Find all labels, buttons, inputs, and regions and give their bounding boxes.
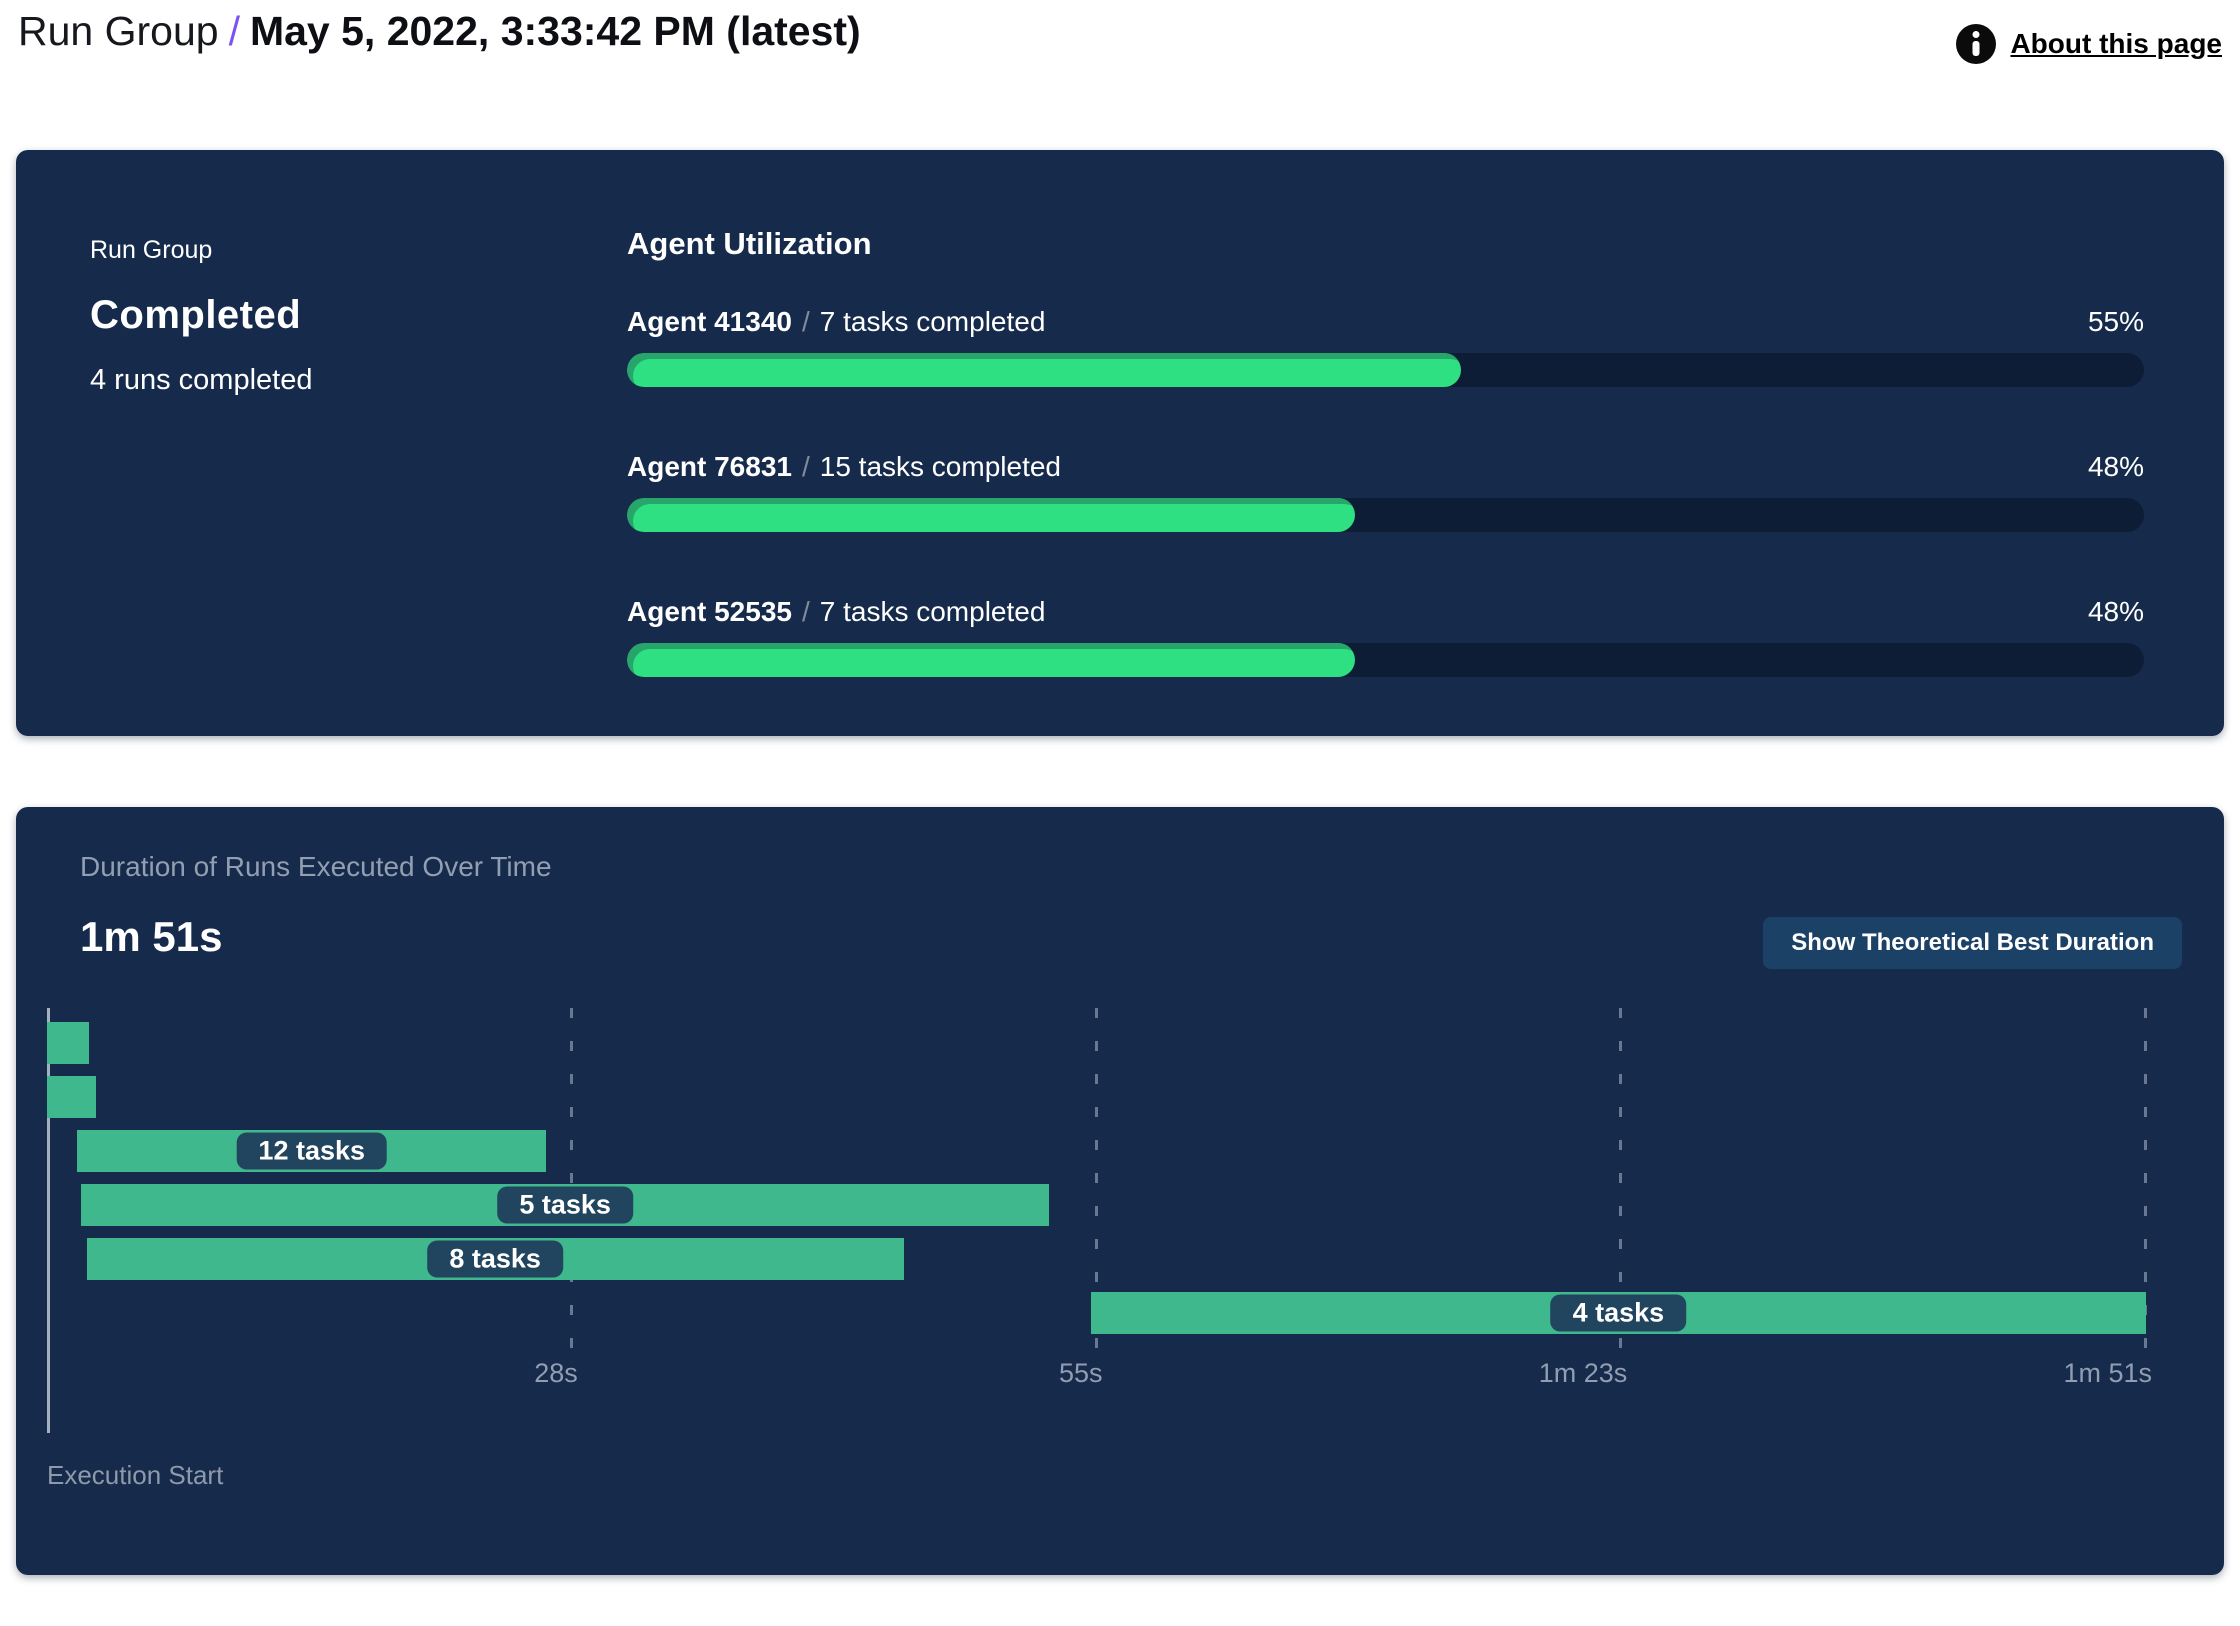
task-count-pill: 12 tasks: [236, 1132, 388, 1170]
run-duration-bar[interactable]: 8 tasks: [86, 1238, 904, 1280]
agent-name: Agent 76831: [627, 451, 792, 482]
run-group-status-panel: Run Group Completed 4 runs completed Age…: [16, 150, 2224, 736]
gantt-row: 4 tasks: [47, 1292, 2146, 1334]
gantt-row: [47, 1022, 2146, 1064]
run-duration-bar[interactable]: 5 tasks: [81, 1184, 1050, 1226]
gantt-row: 8 tasks: [47, 1238, 2146, 1280]
runs-completed-count: 4 runs completed: [90, 364, 313, 396]
run-group-summary: Run Group Completed 4 runs completed: [90, 236, 312, 397]
agent-utilization-progressbar: [627, 643, 2144, 677]
gantt-row: 5 tasks: [47, 1184, 2146, 1226]
agent-rows: Agent 41340 / 7 tasks completed 55% Agent 76…: [627, 306, 2144, 677]
run-group-label: Run Group: [90, 236, 213, 264]
agent-row-label: Agent 52535 / 7 tasks completed: [627, 596, 1045, 628]
x-axis-tick-label: 1m 23s: [1538, 1358, 1628, 1388]
info-icon-stem: [1972, 41, 1980, 56]
agent-utilization-row: Agent 52535 / 7 tasks completed 48%: [627, 596, 2144, 677]
agent-utilization-progressbar: [627, 498, 2144, 532]
agent-label-separator: /: [801, 306, 810, 337]
agent-utilization-row: Agent 41340 / 7 tasks completed 55%: [627, 306, 2144, 387]
gantt-gridline: [569, 1008, 573, 1352]
agent-utilization-percent: 55%: [2087, 306, 2144, 337]
gantt-row: 12 tasks: [47, 1130, 2146, 1172]
agent-utilization-progress-fill: [627, 353, 1462, 387]
about-this-page-link[interactable]: About this page: [1956, 24, 2222, 64]
agent-name: Agent 52535: [627, 596, 792, 627]
x-axis-tick-label: 28s: [534, 1358, 578, 1388]
agent-label-separator: /: [801, 451, 810, 482]
agent-utilization-progressbar: [627, 353, 2144, 387]
show-theoretical-best-duration-button[interactable]: Show Theoretical Best Duration: [1763, 917, 2182, 969]
gantt-gridline: [2144, 1008, 2147, 1352]
agent-utilization-progress-fill: [627, 498, 1356, 532]
page-title: Run Group / May 5, 2022, 3:33:42 PM (lates…: [18, 8, 861, 55]
breadcrumb-separator-slash: /: [228, 8, 240, 54]
run-duration-bar[interactable]: [47, 1076, 97, 1118]
agent-row-label: Agent 41340 / 7 tasks completed: [627, 306, 1045, 338]
run-duration-bar[interactable]: 4 tasks: [1090, 1292, 2146, 1334]
gantt-row: [47, 1076, 2146, 1118]
gantt-gridline: [1619, 1008, 1623, 1352]
agent-row-header: Agent 41340 / 7 tasks completed 55%: [627, 306, 2144, 338]
agent-row-label: Agent 76831 / 15 tasks completed: [627, 451, 1061, 483]
agent-row-header: Agent 52535 / 7 tasks completed 48%: [627, 596, 2144, 628]
run-duration-bar[interactable]: 12 tasks: [77, 1130, 547, 1172]
agent-name: Agent 41340: [627, 306, 792, 337]
agent-utilization-row: Agent 76831 / 15 tasks completed 48%: [627, 451, 2144, 532]
page-title-date: May 5, 2022, 3:33:42 PM (latest): [249, 8, 861, 54]
info-icon-dot: [1972, 31, 1980, 38]
x-axis-tick-label: 55s: [1058, 1358, 1103, 1388]
gantt-chart: 12 tasks 5 tasks 8 tasks 4 tasks 28s 55s 1m 2…: [47, 1008, 2152, 1528]
gantt-rows: 12 tasks 5 tasks 8 tasks 4 tasks: [47, 1022, 2146, 1346]
duration-chart-title: Duration of Runs Executed Over Time: [80, 851, 552, 882]
about-link-label: About this page: [2010, 28, 2222, 59]
agent-utilization-percent: 48%: [2087, 451, 2144, 482]
agent-tasks-completed: 15 tasks completed: [819, 451, 1061, 482]
run-group-status-value: Completed: [90, 293, 302, 337]
task-count-pill: 4 tasks: [1550, 1294, 1687, 1332]
breadcrumb-root: Run Group: [18, 8, 219, 54]
duration-panel: Duration of Runs Executed Over Time 1m 5…: [16, 807, 2224, 1575]
agent-utilization-section: Agent Utilization Agent 41340 / 7 tasks co…: [627, 226, 2144, 741]
task-count-pill: 8 tasks: [427, 1240, 563, 1278]
agent-tasks-completed: 7 tasks completed: [819, 596, 1046, 627]
agent-label-separator: /: [801, 596, 810, 627]
agent-utilization-progress-fill: [627, 643, 1356, 677]
agent-tasks-completed: 7 tasks completed: [819, 306, 1046, 337]
x-axis-origin-label: Execution Start: [47, 1460, 224, 1490]
task-count-pill: 5 tasks: [497, 1186, 633, 1224]
info-icon: [1956, 24, 1997, 64]
agent-utilization-percent: 48%: [2087, 596, 2144, 627]
x-axis-tick-label: 1m 51s: [2063, 1358, 2152, 1388]
run-duration-bar[interactable]: [47, 1022, 89, 1064]
total-duration-value: 1m 51s: [80, 913, 223, 960]
y-axis-line: [47, 1008, 50, 1433]
agent-utilization-heading: Agent Utilization: [627, 226, 872, 261]
agent-row-header: Agent 76831 / 15 tasks completed 48%: [627, 451, 2144, 483]
gantt-gridline: [1094, 1008, 1098, 1352]
